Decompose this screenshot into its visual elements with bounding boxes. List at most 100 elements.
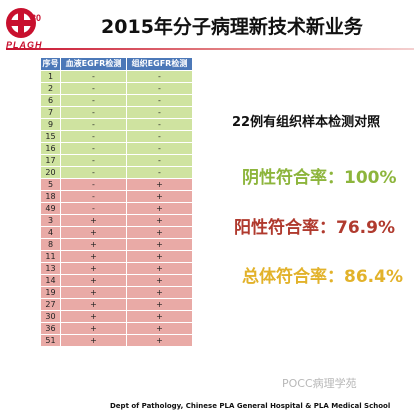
summary-title: 22例有组织样本检测对照: [232, 115, 381, 130]
row-tissue-cell: -: [126, 106, 193, 119]
watermark: POCC病理学苑: [282, 377, 357, 390]
row-serial-cell: 5: [40, 178, 61, 191]
table-row: 19 + +: [40, 286, 193, 299]
row-serial-cell: 1: [40, 70, 61, 83]
row-blood-cell: -: [60, 94, 127, 107]
row-tissue-cell: -: [126, 130, 193, 143]
positive-agreement-rate: 阳性符合率：76.9%: [234, 218, 395, 238]
row-serial-cell: 19: [40, 286, 61, 299]
row-blood-cell: -: [60, 142, 127, 155]
row-serial-cell: 2: [40, 82, 61, 95]
row-tissue-cell: +: [126, 238, 193, 251]
row-blood-cell: -: [60, 154, 127, 167]
svg-text:30: 30: [31, 13, 41, 23]
row-serial-cell: 9: [40, 118, 61, 131]
header-serial: 序号: [40, 57, 61, 71]
table-row: 13 + +: [40, 262, 193, 275]
row-tissue-cell: +: [126, 334, 193, 347]
row-blood-cell: -: [60, 166, 127, 179]
row-tissue-cell: +: [126, 250, 193, 263]
row-tissue-cell: +: [126, 286, 193, 299]
row-tissue-cell: +: [126, 262, 193, 275]
row-blood-cell: -: [60, 130, 127, 143]
row-serial-cell: 51: [40, 334, 61, 347]
row-tissue-cell: +: [126, 322, 193, 335]
table-row: 30 + +: [40, 310, 193, 323]
row-blood-cell: -: [60, 106, 127, 119]
header-blood-egfr: 血液EGFR检测: [60, 57, 127, 71]
overall-agreement-rate: 总体符合率：86.4%: [242, 267, 403, 287]
row-tissue-cell: +: [126, 190, 193, 203]
row-blood-cell: -: [60, 190, 127, 203]
row-blood-cell: +: [60, 262, 127, 275]
row-blood-cell: +: [60, 250, 127, 263]
plagh-logo-icon: 30: [6, 8, 41, 38]
table-row: 11 + +: [40, 250, 193, 263]
row-tissue-cell: -: [126, 70, 193, 83]
row-tissue-cell: -: [126, 154, 193, 167]
table-row: 3 + +: [40, 214, 193, 227]
row-blood-cell: +: [60, 334, 127, 347]
table-row: 4 + +: [40, 226, 193, 239]
row-blood-cell: +: [60, 310, 127, 323]
row-blood-cell: -: [60, 178, 127, 191]
table-row: 18- +: [40, 190, 193, 203]
row-tissue-cell: -: [126, 94, 193, 107]
row-serial-cell: 27: [40, 298, 61, 311]
row-serial-cell: 3: [40, 214, 61, 227]
row-tissue-cell: +: [126, 178, 193, 191]
table-row: 49- +: [40, 202, 193, 215]
row-serial-cell: 16: [40, 142, 61, 155]
row-serial-cell: 11: [40, 250, 61, 263]
row-blood-cell: -: [60, 202, 127, 215]
table-row: 8 + +: [40, 238, 193, 251]
row-blood-cell: +: [60, 322, 127, 335]
table-row: 9--: [40, 118, 193, 131]
table-row: 16- -: [40, 142, 193, 155]
row-serial-cell: 17: [40, 154, 61, 167]
row-tissue-cell: +: [126, 310, 193, 323]
egfr-comparison-table: 序号 血液EGFR检测 组织EGFR检测 1- -2- -6- -7- -9- -15- -…: [40, 57, 193, 347]
table-row: 17- -: [40, 154, 193, 167]
negative-agreement-rate: 阴性符合率：100%: [242, 168, 397, 188]
row-serial-cell: 6: [40, 94, 61, 107]
table-row: 7--: [40, 106, 193, 119]
row-blood-cell: +: [60, 274, 127, 287]
row-serial-cell: 20: [40, 166, 61, 179]
table-row: 5- +: [40, 178, 193, 191]
row-tissue-cell: -: [126, 142, 193, 155]
logo-text: PLAGH: [6, 40, 43, 50]
row-tissue-cell: +: [126, 202, 193, 215]
header-tissue-egfr: 组织EGFR检测: [126, 57, 193, 71]
row-serial-cell: 14: [40, 274, 61, 287]
table-row: 1--: [40, 70, 193, 83]
table-row: 14 + +: [40, 274, 193, 287]
row-serial-cell: 15: [40, 130, 61, 143]
row-tissue-cell: +: [126, 226, 193, 239]
table-row: 15- -: [40, 130, 193, 143]
row-serial-cell: 18: [40, 190, 61, 203]
table-row: 2--: [40, 82, 193, 95]
row-blood-cell: +: [60, 226, 127, 239]
row-serial-cell: 49: [40, 202, 61, 215]
table-header-row: 序号 血液EGFR检测 组织EGFR检测: [40, 57, 193, 71]
table-row: 36 + +: [40, 322, 193, 335]
hospital-logo: 30 PLAGH: [4, 6, 54, 52]
footer-credit: Dept of Pathology, Chinese PLA General H…: [110, 402, 391, 410]
table-row: 51 + +: [40, 334, 193, 347]
row-serial-cell: 36: [40, 322, 61, 335]
row-blood-cell: -: [60, 82, 127, 95]
table-row: 6--: [40, 94, 193, 107]
row-blood-cell: +: [60, 238, 127, 251]
row-tissue-cell: +: [126, 298, 193, 311]
row-blood-cell: +: [60, 214, 127, 227]
row-tissue-cell: +: [126, 274, 193, 287]
row-tissue-cell: -: [126, 166, 193, 179]
row-blood-cell: +: [60, 286, 127, 299]
table-body: 1- -2- -6- -7- -9- -15- -16- -17- -20- -5- +18- +49…: [40, 70, 193, 347]
row-blood-cell: -: [60, 118, 127, 131]
row-serial-cell: 4: [40, 226, 61, 239]
row-tissue-cell: -: [126, 118, 193, 131]
row-tissue-cell: +: [126, 214, 193, 227]
row-blood-cell: -: [60, 70, 127, 83]
